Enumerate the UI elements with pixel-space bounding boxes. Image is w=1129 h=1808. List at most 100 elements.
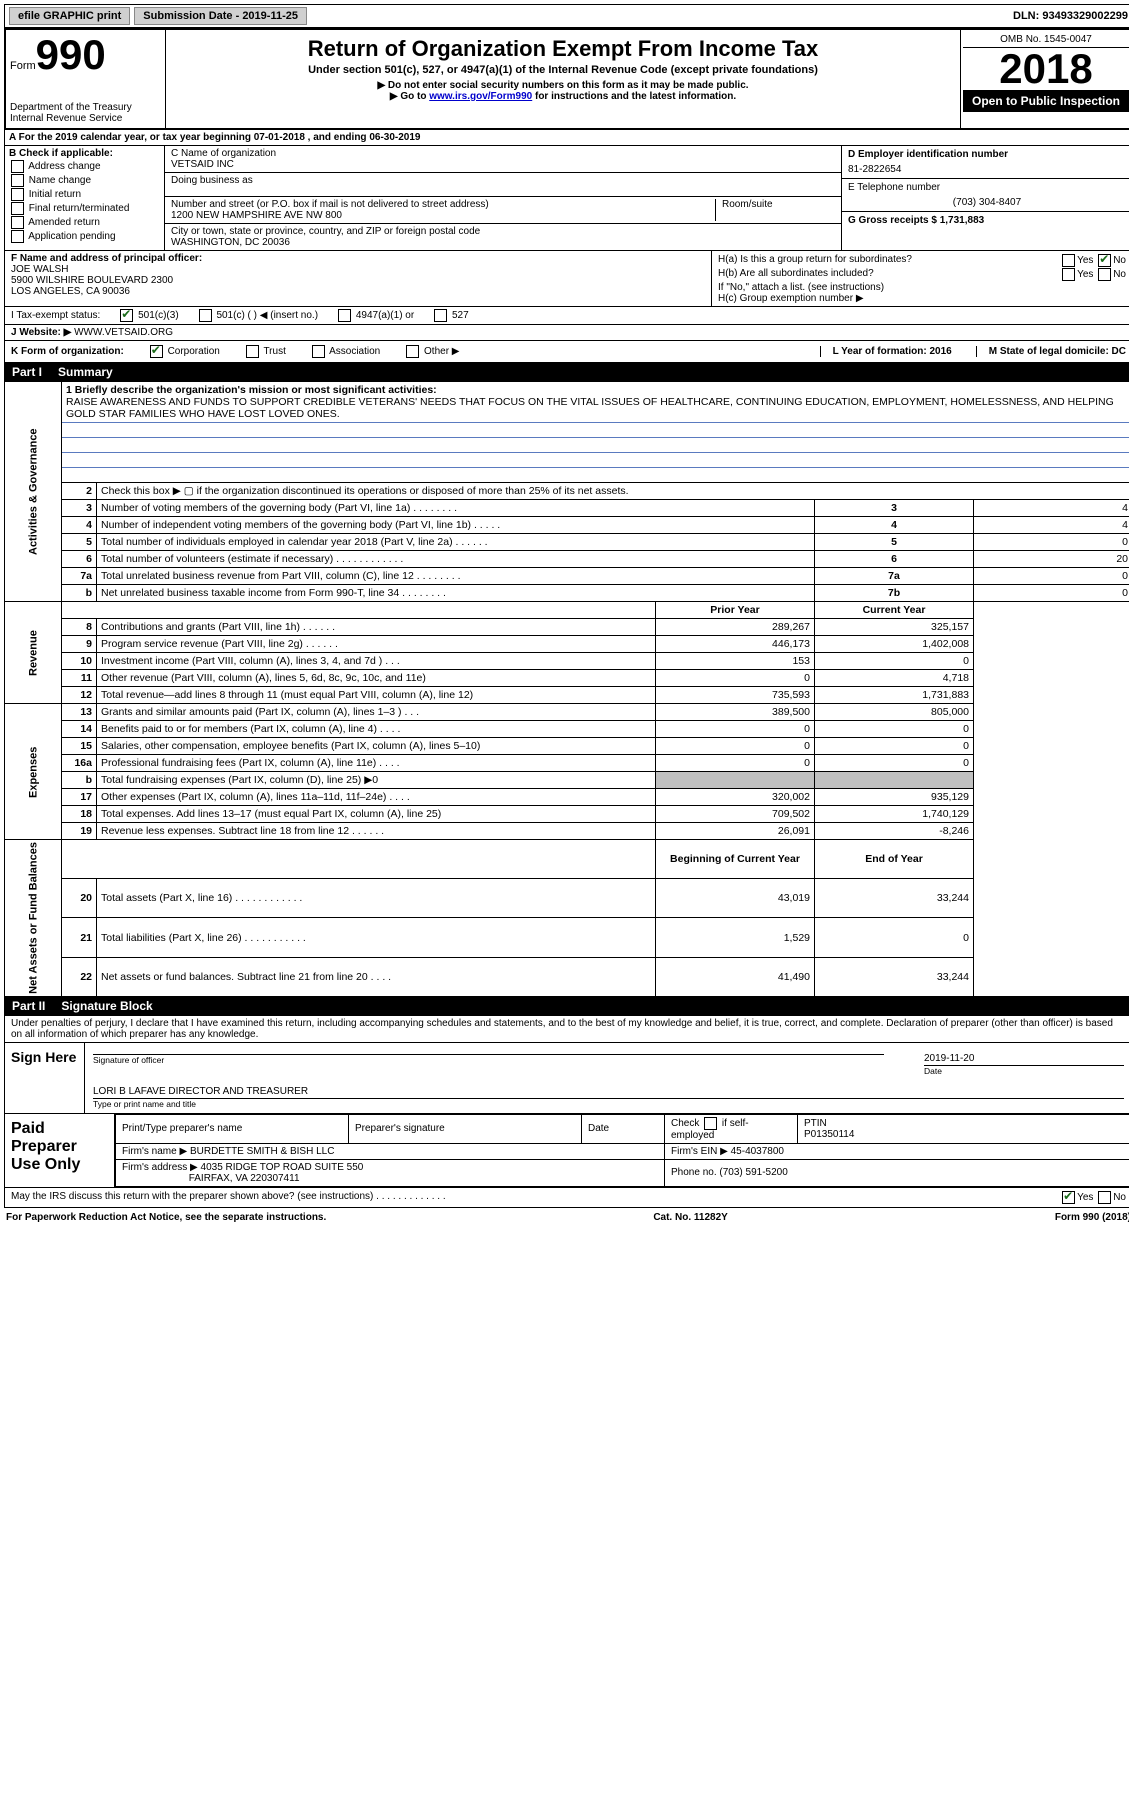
side-governance: Activities & Governance: [5, 382, 62, 602]
officer-sig-label: Signature of officer: [93, 1055, 884, 1065]
b7b: 7b: [815, 585, 974, 602]
i-opt2[interactable]: 501(c) ( ) ◀ (insert no.): [197, 309, 318, 322]
b-item-3: Final return/terminated: [29, 203, 130, 214]
nd21: Total liabilities (Part X, line 26) . . …: [97, 918, 656, 957]
rc10: 0: [815, 653, 974, 670]
ha-yes-cb[interactable]: [1062, 254, 1075, 267]
org-name-label: C Name of organization: [171, 148, 835, 159]
cb-application-pending[interactable]: Application pending: [9, 230, 160, 243]
section-j: J Website: ▶ WWW.VETSAID.ORG: [4, 325, 1129, 341]
note2-post: for instructions and the latest informat…: [532, 91, 736, 102]
hb-yes: Yes: [1077, 269, 1093, 280]
rule4: [62, 467, 1129, 482]
ep16b: [656, 772, 815, 789]
cb-name-change[interactable]: Name change: [9, 174, 160, 187]
section-i: I Tax-exempt status: 501(c)(3) 501(c) ( …: [4, 307, 1129, 325]
ha-no: No: [1113, 255, 1126, 266]
cb-final-return[interactable]: Final return/terminated: [9, 202, 160, 215]
block-bcd: B Check if applicable: Address change Na…: [4, 146, 1129, 251]
ein-label-text: D Employer identification number: [848, 149, 1008, 160]
i-opt1[interactable]: 501(c)(3): [118, 309, 178, 322]
discuss-yes-cb[interactable]: [1062, 1191, 1075, 1204]
exp-row-13: Expenses13Grants and similar amounts pai…: [5, 704, 1129, 721]
efile-button[interactable]: efile GRAPHIC print: [9, 7, 130, 25]
part2-label: Part II: [12, 999, 45, 1013]
org-name: VETSAID INC: [171, 159, 835, 170]
dln-text: DLN: 93493329002299: [1013, 10, 1128, 22]
line-a: A For the 2019 calendar year, or tax yea…: [4, 130, 1129, 146]
submission-date-button[interactable]: Submission Date - 2019-11-25: [134, 7, 307, 25]
gov-row-6: 6Total number of volunteers (estimate if…: [5, 551, 1129, 568]
prep-check-h: Check if self-employed: [665, 1114, 798, 1143]
ed18: Total expenses. Add lines 13–17 (must eq…: [97, 806, 656, 823]
footer-left: For Paperwork Reduction Act Notice, see …: [6, 1212, 326, 1223]
v3: 4: [974, 500, 1129, 517]
nc22: 33,244: [815, 957, 974, 996]
form-no: 990: [36, 31, 106, 78]
cb-amended-return[interactable]: Amended return: [9, 216, 160, 229]
ein-box: D Employer identification number 81-2822…: [842, 146, 1129, 179]
hc-line: H(c) Group exemption number ▶: [718, 293, 1126, 304]
rule3: [62, 452, 1129, 467]
ein-label: D Employer identification number: [848, 149, 1126, 160]
rn9: 9: [62, 636, 97, 653]
i-opt4[interactable]: 527: [432, 309, 468, 322]
i-opt3[interactable]: 4947(a)(1) or: [336, 309, 414, 322]
gov-row-4: 4Number of independent voting members of…: [5, 517, 1129, 534]
en16a: 16a: [62, 755, 97, 772]
k-label-text: K Form of organization:: [11, 346, 124, 357]
gross-label: G Gross receipts $ 1,731,883: [848, 215, 984, 226]
addr-box: Number and street (or P.O. box if mail i…: [165, 197, 841, 224]
i-label: I Tax-exempt status:: [11, 310, 100, 321]
f-label-text: F Name and address of principal officer:: [11, 253, 202, 264]
nn20: 20: [62, 879, 97, 918]
typed-name: LORI B LAFAVE DIRECTOR AND TREASURER: [93, 1086, 1124, 1099]
k-corp[interactable]: Corporation: [148, 345, 220, 358]
irs-link[interactable]: www.irs.gov/Form990: [429, 91, 532, 102]
k-trust-text: Trust: [263, 346, 285, 357]
en19: 19: [62, 823, 97, 840]
ec16a: 0: [815, 755, 974, 772]
k-trust[interactable]: Trust: [244, 345, 286, 358]
hb-label: H(b) Are all subordinates included?: [718, 268, 874, 281]
ptin-value: P01350114: [804, 1129, 854, 1140]
rp10: 153: [656, 653, 815, 670]
ep17: 320,002: [656, 789, 815, 806]
addr-label: Number and street (or P.O. box if mail i…: [171, 199, 715, 210]
prep-sig-h: Preparer's signature: [349, 1114, 582, 1143]
l-year: L Year of formation: 2016: [820, 346, 952, 357]
f-addr2: LOS ANGELES, CA 90036: [11, 286, 705, 297]
ha-yes: Yes: [1077, 255, 1093, 266]
discuss-yes: Yes: [1077, 1192, 1093, 1203]
hb-yes-cb[interactable]: [1062, 268, 1075, 281]
discuss-no-cb[interactable]: [1098, 1191, 1111, 1204]
b-item-2: Initial return: [29, 189, 81, 200]
cb-initial-return[interactable]: Initial return: [9, 188, 160, 201]
cb-address-change[interactable]: Address change: [9, 160, 160, 173]
firm-phone-cell: Phone no. (703) 591-5200: [665, 1159, 1129, 1186]
self-employed-cb[interactable]: [704, 1117, 717, 1130]
k-other[interactable]: Other ▶: [404, 345, 459, 358]
row-fh: F Name and address of principal officer:…: [4, 251, 1129, 307]
discuss-q: May the IRS discuss this return with the…: [11, 1191, 446, 1204]
ha-no-cb[interactable]: [1098, 254, 1111, 267]
k-assoc[interactable]: Association: [310, 345, 380, 358]
n4: 4: [62, 517, 97, 534]
ec14: 0: [815, 721, 974, 738]
typed-name-label: Type or print name and title: [93, 1099, 1124, 1109]
i-opt2-text: 501(c) ( ) ◀ (insert no.): [216, 310, 318, 321]
hb-no-cb[interactable]: [1098, 268, 1111, 281]
ec17: 935,129: [815, 789, 974, 806]
nn22: 22: [62, 957, 97, 996]
net-header: Net Assets or Fund BalancesBeginning of …: [5, 840, 1129, 879]
rev-row-11: 11Other revenue (Part VIII, column (A), …: [5, 670, 1129, 687]
b-item-1: Name change: [29, 175, 91, 186]
briefly-text: RAISE AWARENESS AND FUNDS TO SUPPORT CRE…: [66, 396, 1128, 420]
gov-row-3: 3Number of voting members of the governi…: [5, 500, 1129, 517]
section-b: B Check if applicable: Address change Na…: [5, 146, 165, 250]
rd11: Other revenue (Part VIII, column (A), li…: [97, 670, 656, 687]
en18: 18: [62, 806, 97, 823]
top-bar: efile GRAPHIC print Submission Date - 20…: [4, 4, 1129, 28]
sig-date: 2019-11-20: [924, 1053, 1124, 1066]
en15: 15: [62, 738, 97, 755]
